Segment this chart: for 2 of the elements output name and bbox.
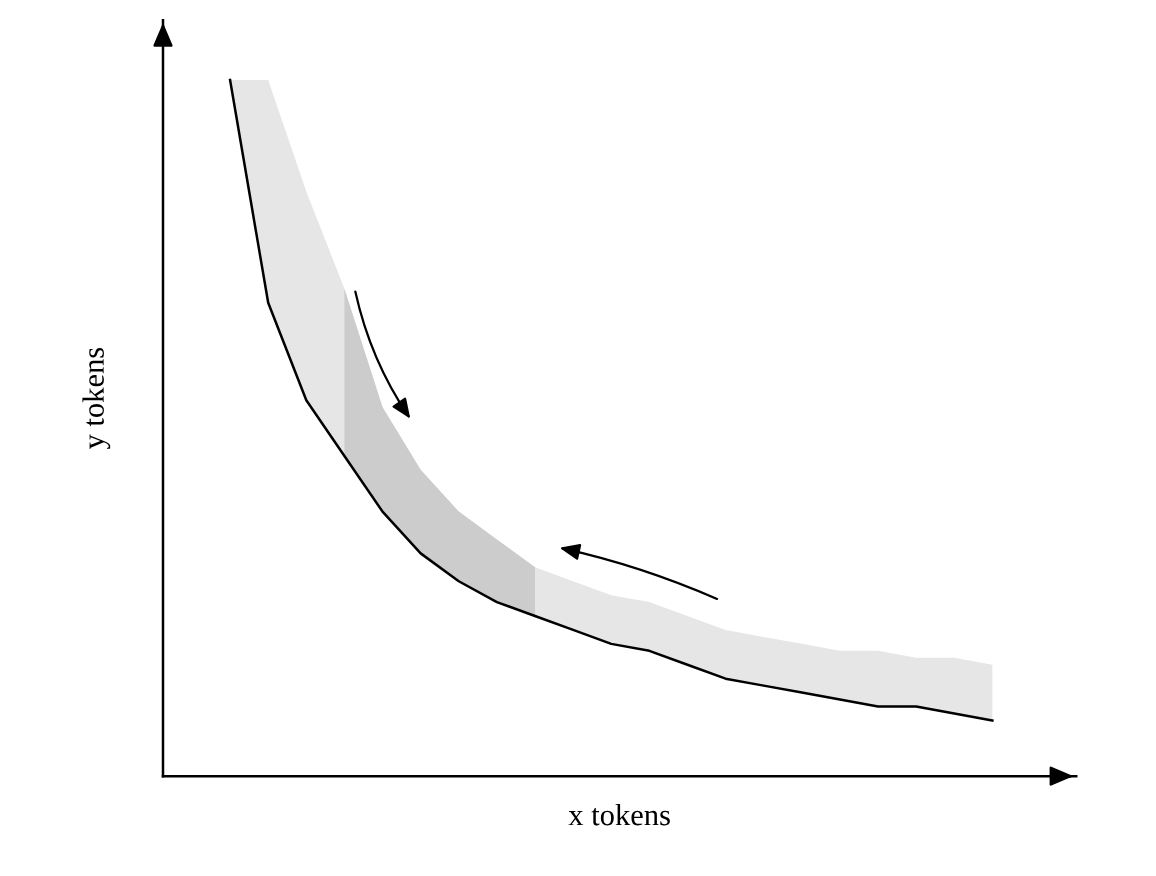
x-axis-title: x tokens (568, 803, 670, 826)
y-axis-title: y tokens (82, 347, 111, 450)
